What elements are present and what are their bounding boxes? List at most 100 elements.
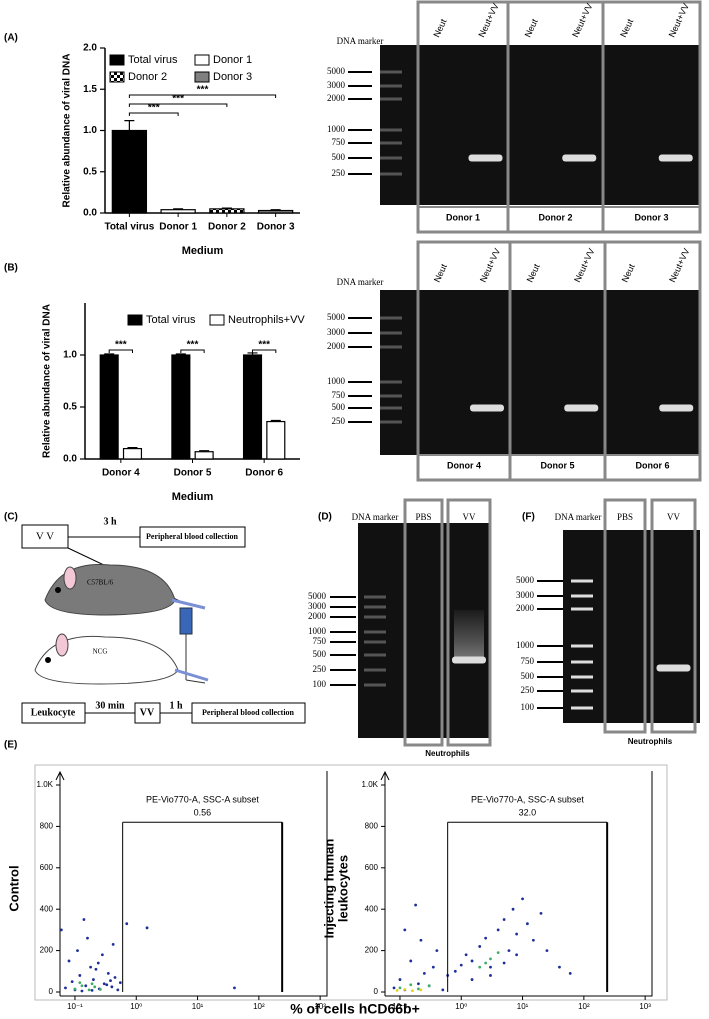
y-tick-label: 0 [374,987,379,996]
marker-label: 5000 [516,575,535,585]
lane-box [601,0,702,234]
legend-label: Total virus [128,54,178,66]
marker-label: 5000 [327,312,346,322]
ladder-band [571,675,593,679]
data-point [116,988,120,992]
legend-swatch [127,314,143,326]
marker-label: 1000 [327,124,346,134]
bar [171,354,191,460]
smear [454,610,484,660]
x-tick-label: Donor 4 [102,468,140,479]
lane-box [403,498,444,747]
data-point [409,983,413,987]
data-point [422,971,426,975]
mouse-eye [55,587,61,593]
gate-name: PE-Vio770-A, SSC-A subset [471,795,584,805]
ladder-band [364,653,386,657]
dna-band [470,404,504,412]
y-tick-label: 0 [49,987,54,996]
marker-label: 1000 [308,626,327,636]
lane-box [603,498,647,734]
ladder-band [380,331,402,335]
x-tick-label: 10³ [639,1002,651,1011]
ladder-band [364,668,386,672]
legend-swatch [194,54,210,66]
data-point [409,959,413,963]
x-tick-label: 10⁻¹ [67,1002,83,1011]
marker-label: 500 [332,402,346,412]
data-point [392,986,396,990]
x-tick-label: 10² [253,1002,265,1011]
gel-header: DNA marker [555,512,602,522]
bar [209,208,245,214]
significance-label: *** [197,85,209,96]
bar [122,448,143,460]
data-point [489,965,492,969]
bar [194,451,214,460]
legend-swatch [109,71,125,83]
ladder-band [364,630,386,634]
marker-label: 1000 [516,640,535,650]
schematic: V V 3 h Peripheral blood collection C57B… [21,516,306,724]
ladder-band [380,172,402,176]
x-tick-label: 10¹ [517,1002,529,1011]
x-axis-label: Medium [182,245,224,257]
error-bar [104,353,115,355]
lane-label: PBS [415,512,431,522]
lane-label: VV [463,512,476,522]
error-bar [270,209,281,211]
legend-label: Neutrophils+VV [228,314,305,326]
y-axis-label: Relative abundance of viral DNA [62,54,73,208]
y-tick-label: 800 [40,822,54,831]
marker-label: 5000 [308,591,327,601]
data-point [502,961,506,965]
dna-band [468,154,503,162]
panel-label: (F) [522,512,535,523]
data-point [441,988,445,992]
data-point [484,936,488,940]
y-tick-label: 1.5 [83,84,97,95]
marker-label: 750 [332,137,346,147]
marker-label: 250 [521,685,535,695]
data-point [496,951,500,955]
data-point [78,974,82,977]
gel-header: DNA marker [337,36,384,46]
ladder-band [364,605,386,609]
data-point [419,988,423,992]
data-point [435,949,439,952]
lane-label: PBS [617,512,633,522]
y-tick-label: 0.5 [63,402,77,413]
legend-swatch [194,71,210,83]
data-point [102,982,106,986]
marker-label: 750 [313,636,327,646]
x-tick-label: 10¹ [192,1002,204,1011]
data-point [403,928,407,932]
x-tick-label: 10³ [314,1002,326,1011]
ladder-band [380,345,402,349]
significance-label: *** [172,94,184,105]
data-point [545,949,549,952]
legend-swatch [109,54,125,66]
box-text: V V [36,531,54,543]
mouse-ear [55,633,69,657]
data-point [511,907,515,911]
data-point [558,965,561,969]
y-tick-label: 1.0 [83,125,97,136]
dna-band [658,154,693,162]
ladder-band [380,70,402,74]
legend-label: Donor 3 [213,71,252,83]
data-point [80,989,84,993]
significance-label: *** [115,340,127,351]
y-axis-label: Control [6,865,21,911]
panel-label: (E) [4,740,17,751]
panel-label: (B) [4,263,18,274]
marker-label: 500 [521,671,535,681]
time-label: 3 h [103,516,117,527]
data-point [145,926,149,930]
x-axis [60,771,328,997]
marker-label: 500 [332,152,346,162]
significance-label: *** [258,340,270,351]
mouse-tail [174,668,209,682]
dna-band [659,404,694,412]
bar [242,354,263,460]
